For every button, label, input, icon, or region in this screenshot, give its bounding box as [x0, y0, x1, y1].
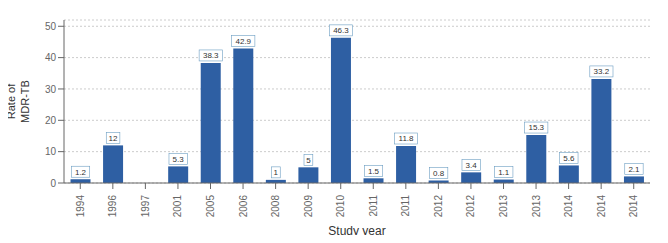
- svg-text:11.8: 11.8: [399, 134, 415, 143]
- svg-text:1.5: 1.5: [368, 167, 380, 176]
- svg-text:2011: 2011: [368, 195, 379, 217]
- svg-text:2014: 2014: [596, 195, 607, 218]
- svg-text:42.9: 42.9: [235, 37, 251, 46]
- svg-text:38.3: 38.3: [203, 51, 219, 60]
- svg-text:5: 5: [306, 156, 311, 165]
- svg-text:2014: 2014: [563, 195, 574, 218]
- svg-text:1: 1: [274, 168, 279, 177]
- svg-text:2013: 2013: [531, 195, 542, 218]
- svg-text:Study year: Study year: [328, 224, 385, 235]
- svg-text:2001: 2001: [172, 195, 183, 218]
- svg-text:50: 50: [45, 21, 57, 32]
- svg-text:2.1: 2.1: [628, 165, 640, 174]
- svg-text:1994: 1994: [75, 195, 86, 218]
- svg-text:1.2: 1.2: [75, 168, 87, 177]
- svg-text:2006: 2006: [238, 195, 249, 218]
- svg-text:2013: 2013: [498, 195, 509, 218]
- svg-text:2008: 2008: [270, 195, 281, 218]
- svg-text:3.4: 3.4: [466, 161, 478, 170]
- svg-text:33.2: 33.2: [594, 67, 610, 76]
- svg-text:0: 0: [50, 178, 56, 189]
- svg-text:5.3: 5.3: [173, 155, 185, 164]
- svg-text:30: 30: [45, 84, 57, 95]
- svg-text:10: 10: [45, 146, 57, 157]
- svg-text:15.3: 15.3: [528, 123, 544, 132]
- svg-text:2012: 2012: [433, 195, 444, 218]
- svg-text:Rate ofMDR-TB: Rate ofMDR-TB: [8, 80, 31, 123]
- svg-text:12: 12: [109, 134, 118, 143]
- svg-text:1996: 1996: [107, 195, 118, 218]
- svg-text:1.1: 1.1: [498, 168, 510, 177]
- svg-text:40: 40: [45, 52, 57, 63]
- svg-text:2011: 2011: [400, 195, 411, 217]
- svg-text:0.8: 0.8: [433, 169, 445, 178]
- svg-text:46.3: 46.3: [333, 26, 349, 35]
- svg-text:2012: 2012: [465, 195, 476, 218]
- svg-text:2010: 2010: [335, 195, 346, 218]
- svg-text:2005: 2005: [205, 195, 216, 218]
- svg-text:5.6: 5.6: [563, 154, 575, 163]
- svg-text:2009: 2009: [303, 195, 314, 218]
- svg-text:20: 20: [45, 115, 57, 126]
- svg-text:1997: 1997: [140, 195, 151, 218]
- svg-text:2014: 2014: [628, 195, 639, 218]
